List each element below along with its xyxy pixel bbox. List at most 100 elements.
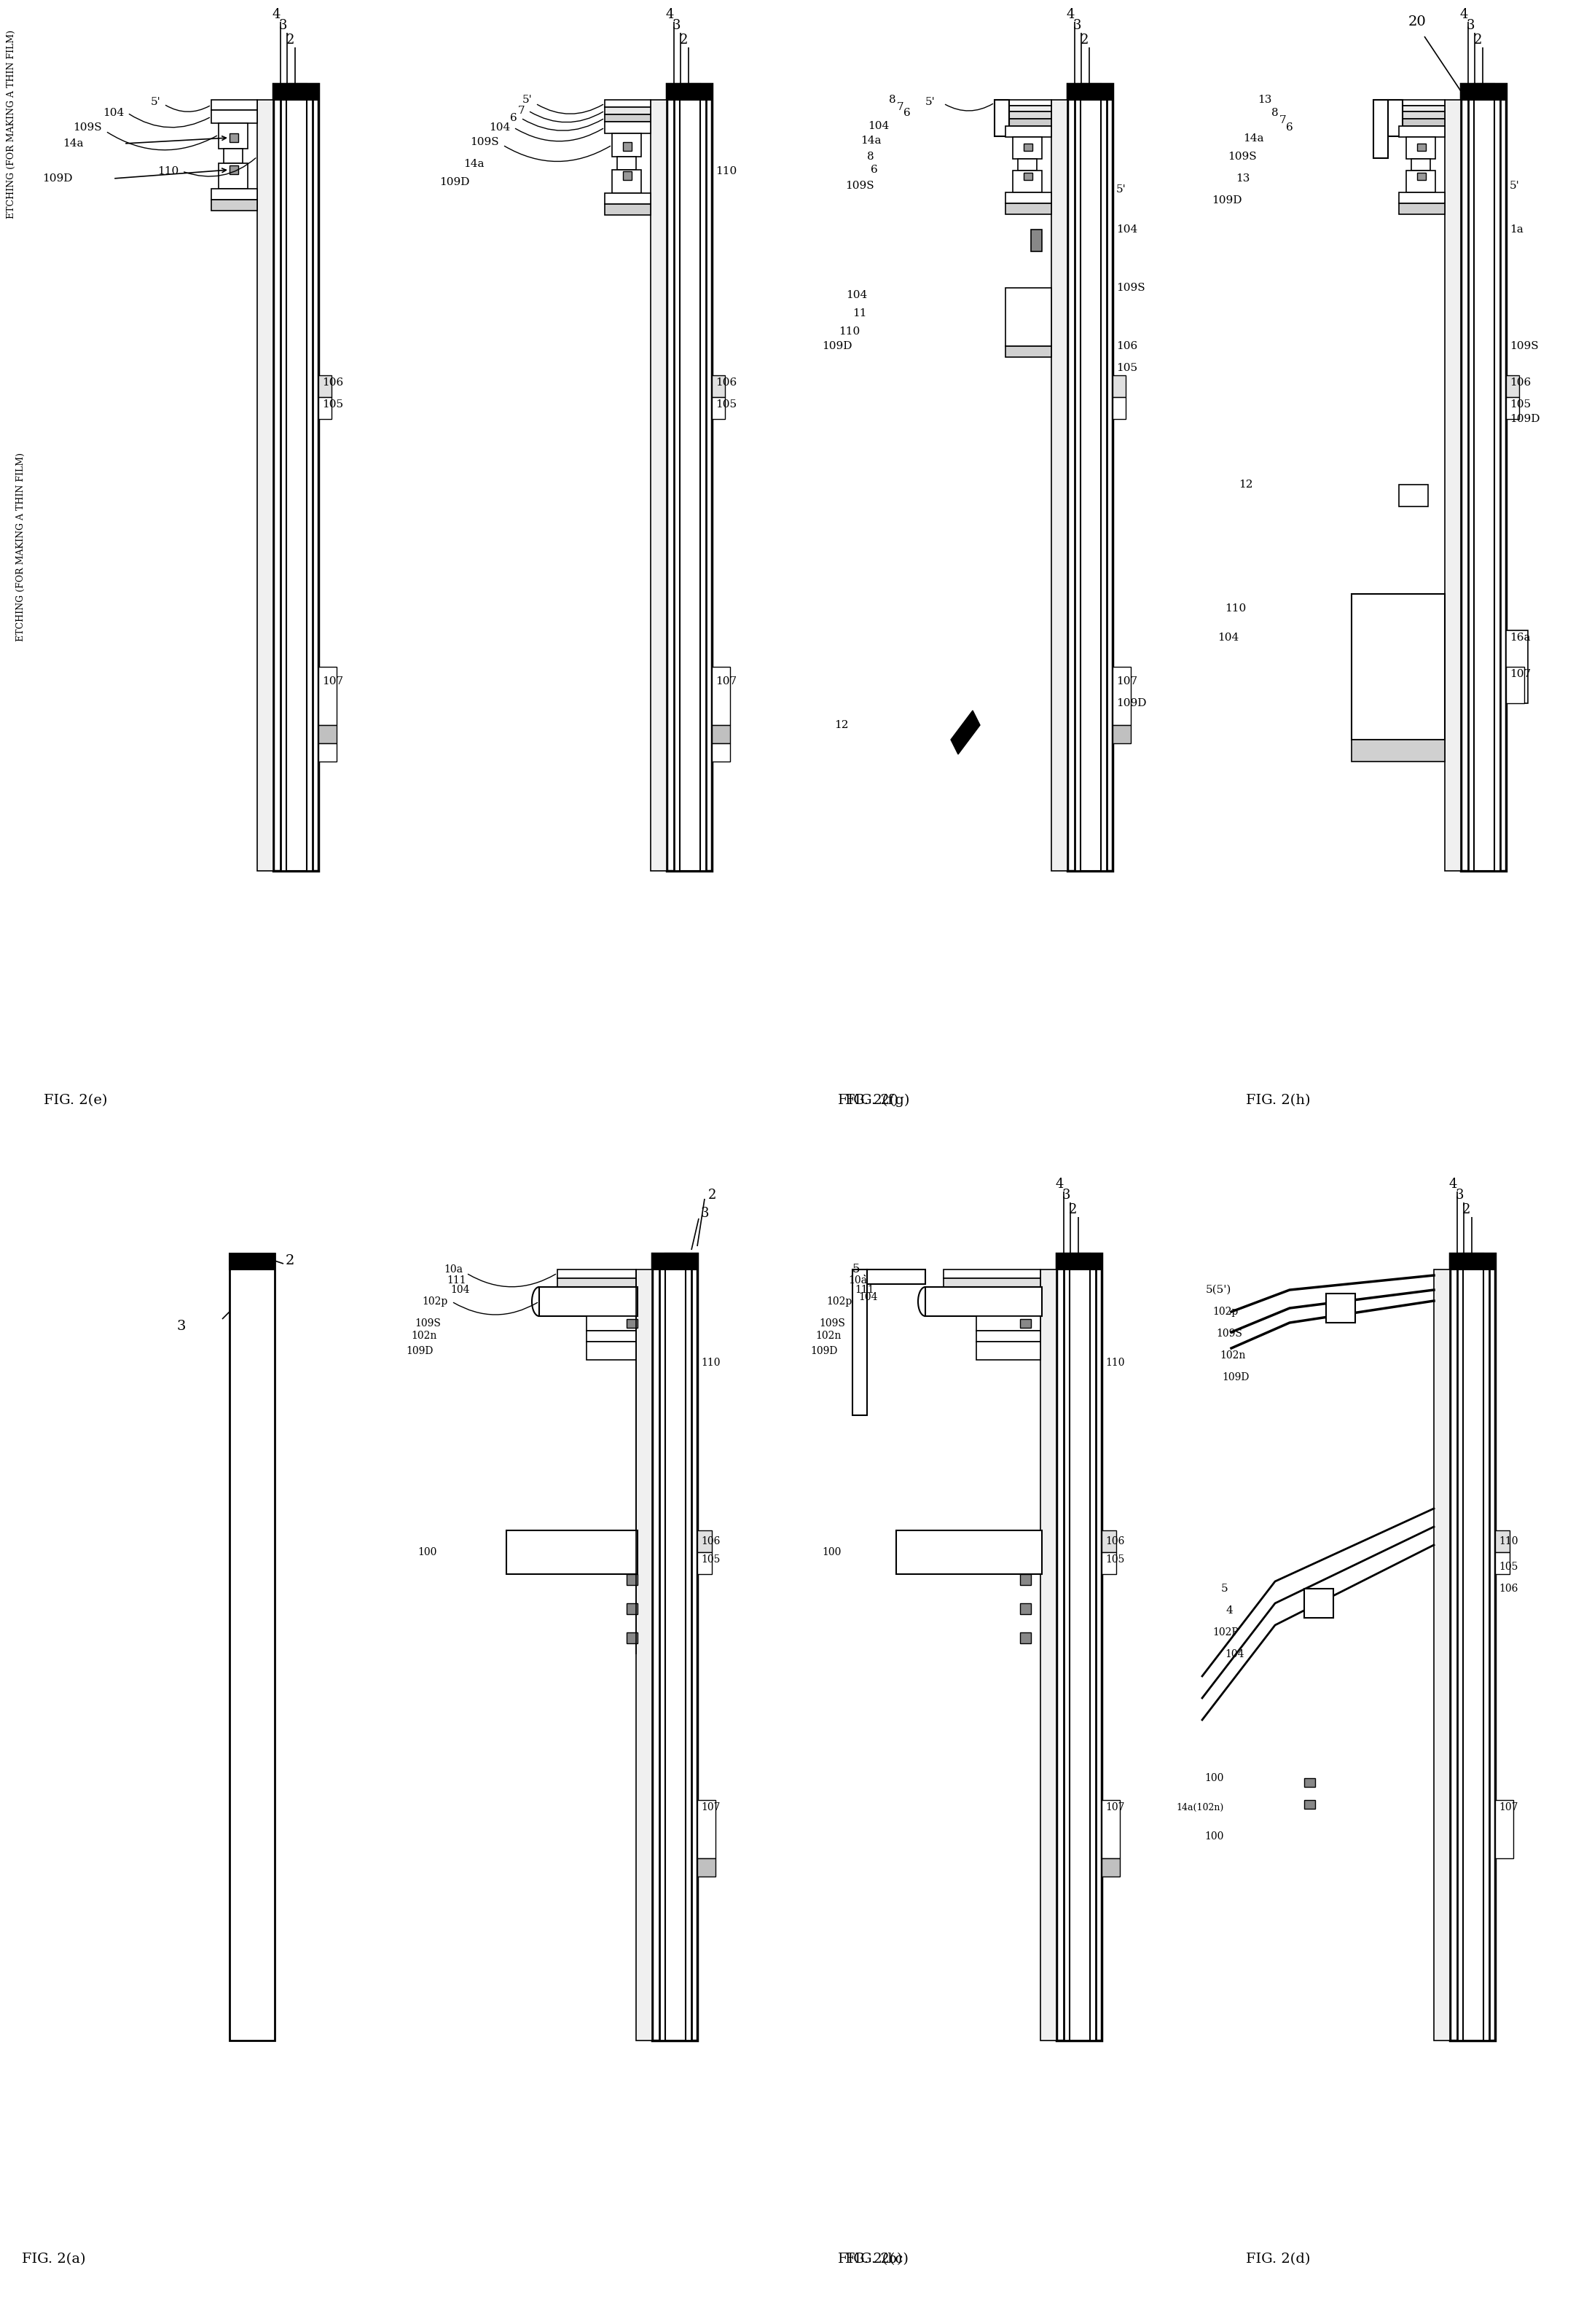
Bar (659, 1253, 691, 2040)
Bar (1399, 125, 1446, 137)
Bar (976, 1315, 1041, 1332)
Text: 109D: 109D (1223, 1371, 1250, 1383)
Text: 14a: 14a (463, 158, 484, 170)
Text: FIG. 2(e): FIG. 2(e) (43, 1095, 107, 1106)
Bar (1020, 1631, 1032, 1643)
Text: 5: 5 (852, 1264, 860, 1276)
Text: 104: 104 (858, 1292, 877, 1301)
Bar (976, 1332, 1041, 1341)
Text: 6: 6 (904, 107, 911, 119)
Bar (1051, 100, 1067, 872)
Bar (318, 744, 336, 762)
Bar (280, 84, 312, 872)
Text: 104: 104 (868, 121, 888, 130)
Bar (627, 1573, 637, 1585)
Text: ETCHING (FOR MAKING A THIN FILM): ETCHING (FOR MAKING A THIN FILM) (6, 30, 16, 218)
Text: 109D: 109D (1116, 697, 1146, 709)
Text: FIG. 2(b): FIG. 2(b) (837, 2252, 903, 2266)
Bar (1067, 84, 1113, 872)
Bar (1113, 374, 1126, 397)
Bar (712, 374, 724, 397)
Text: 14a: 14a (64, 139, 84, 149)
Text: 109D: 109D (821, 342, 852, 351)
Bar (1468, 84, 1500, 872)
Text: 104: 104 (845, 290, 868, 300)
Bar (1506, 630, 1528, 704)
Bar (1081, 84, 1102, 872)
Bar (1417, 144, 1426, 151)
Text: 110: 110 (839, 325, 860, 337)
Text: 4: 4 (1067, 7, 1075, 21)
Text: 106: 106 (322, 376, 344, 388)
Text: 109S: 109S (470, 137, 500, 146)
Text: ETCHING (FOR MAKING A THIN FILM): ETCHING (FOR MAKING A THIN FILM) (16, 453, 25, 641)
Text: 105: 105 (715, 400, 737, 409)
Text: 4: 4 (665, 7, 673, 21)
Bar (1352, 739, 1446, 762)
Text: 2: 2 (1079, 33, 1089, 46)
Bar (1399, 202, 1446, 214)
Text: 110: 110 (158, 165, 178, 177)
Bar (712, 667, 731, 725)
Bar (586, 1332, 637, 1341)
Bar (1352, 595, 1446, 739)
Bar (229, 132, 239, 142)
Bar (868, 1269, 925, 1285)
Bar (1406, 170, 1436, 193)
Bar (925, 1287, 1041, 1315)
Bar (653, 1253, 697, 2040)
Bar (318, 397, 331, 418)
Bar (995, 112, 1051, 119)
Bar (712, 725, 731, 744)
Text: 5': 5' (1509, 181, 1520, 191)
Text: 109S: 109S (1509, 342, 1538, 351)
Bar (611, 170, 642, 193)
Text: 6: 6 (1286, 123, 1293, 132)
Text: 109S: 109S (818, 1318, 845, 1329)
Polygon shape (950, 711, 981, 755)
Bar (1057, 1253, 1102, 2040)
Bar (1463, 1253, 1484, 2040)
Bar (1006, 125, 1051, 137)
Text: 107: 107 (1509, 669, 1532, 679)
Bar (1506, 374, 1519, 397)
Bar (651, 100, 667, 872)
Text: 100: 100 (823, 1548, 842, 1557)
Bar (1013, 170, 1041, 193)
Text: 111: 111 (447, 1276, 466, 1285)
Text: 7: 7 (896, 102, 904, 112)
Text: 106: 106 (1105, 1536, 1124, 1545)
Text: 2: 2 (1463, 1204, 1471, 1215)
Text: 5(5'): 5(5') (1205, 1285, 1231, 1294)
Bar (1017, 158, 1036, 170)
Bar (944, 1278, 1041, 1287)
Text: 106: 106 (1498, 1583, 1517, 1594)
Text: 3: 3 (177, 1320, 186, 1334)
Text: 110: 110 (700, 1357, 720, 1369)
Bar (1006, 202, 1051, 214)
Bar (1388, 105, 1446, 112)
Bar (995, 100, 1009, 137)
Bar (665, 1253, 686, 2040)
Text: 100: 100 (1205, 1831, 1224, 1841)
Text: 1a: 1a (1509, 225, 1524, 235)
Bar (1006, 288, 1051, 346)
Bar (1506, 667, 1524, 704)
Text: 2: 2 (1070, 1204, 1078, 1215)
Bar (1304, 1801, 1315, 1808)
Text: 109D: 109D (1509, 414, 1539, 425)
Bar (712, 397, 724, 418)
Bar (229, 1253, 275, 1269)
Bar (274, 84, 318, 100)
Bar (212, 200, 258, 211)
Text: 3: 3 (1062, 1188, 1070, 1202)
Bar (697, 1532, 712, 1552)
Text: 109D: 109D (810, 1346, 837, 1357)
Bar (1070, 1253, 1091, 2040)
Text: 109D: 109D (439, 177, 470, 188)
Text: 4: 4 (1460, 7, 1468, 21)
Bar (667, 84, 712, 100)
Text: 107: 107 (1105, 1801, 1124, 1813)
Bar (627, 1320, 637, 1327)
Text: 107: 107 (1116, 676, 1137, 686)
